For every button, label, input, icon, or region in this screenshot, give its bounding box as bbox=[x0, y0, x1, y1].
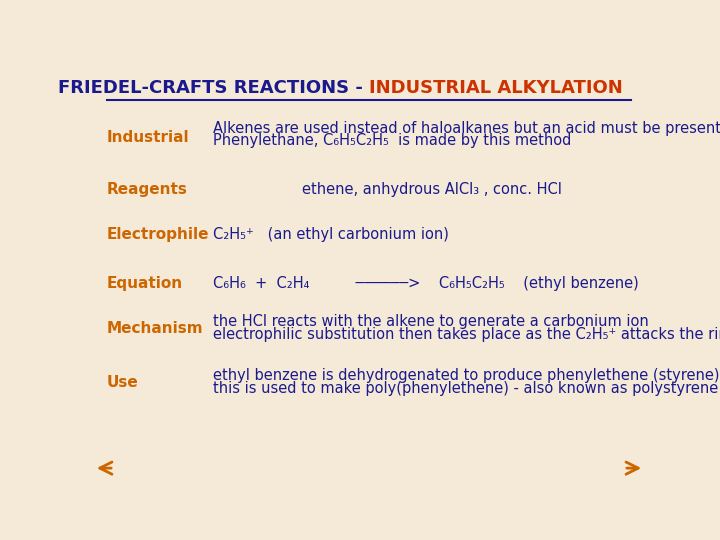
Text: the HCl reacts with the alkene to generate a carbonium ion: the HCl reacts with the alkene to genera… bbox=[213, 314, 649, 329]
Text: Phenylethane, C₆H₅C₂H₅  is made by this method: Phenylethane, C₆H₅C₂H₅ is made by this m… bbox=[213, 133, 571, 148]
Text: ethyl benzene is dehydrogenated to produce phenylethene (styrene);: ethyl benzene is dehydrogenated to produ… bbox=[213, 368, 720, 383]
Text: C₆H₆  +  C₂H₄          ──────>    C₆H₅C₂H₅    (ethyl benzene): C₆H₆ + C₂H₄ ──────> C₆H₅C₂H₅ (ethyl benz… bbox=[213, 276, 639, 292]
Text: ethene, anhydrous AlCl₃ , conc. HCl: ethene, anhydrous AlCl₃ , conc. HCl bbox=[302, 182, 562, 197]
Text: C₂H₅⁺   (an ethyl carbonium ion): C₂H₅⁺ (an ethyl carbonium ion) bbox=[213, 227, 449, 242]
Text: INDUSTRIAL ALKYLATION: INDUSTRIAL ALKYLATION bbox=[369, 79, 623, 97]
Text: Electrophile: Electrophile bbox=[107, 227, 210, 242]
Text: FRIEDEL-CRAFTS REACTIONS -: FRIEDEL-CRAFTS REACTIONS - bbox=[58, 79, 369, 97]
Text: Mechanism: Mechanism bbox=[107, 321, 203, 336]
Text: Alkenes are used instead of haloalkanes but an acid must be present: Alkenes are used instead of haloalkanes … bbox=[213, 120, 720, 136]
Text: Equation: Equation bbox=[107, 276, 183, 292]
Text: electrophilic substitution then takes place as the C₂H₅⁺ attacks the ring: electrophilic substitution then takes pl… bbox=[213, 327, 720, 342]
Text: this is used to make poly(phenylethene) - also known as polystyrene: this is used to make poly(phenylethene) … bbox=[213, 381, 718, 396]
Text: Reagents: Reagents bbox=[107, 182, 188, 197]
Text: Industrial: Industrial bbox=[107, 130, 189, 145]
Text: Use: Use bbox=[107, 375, 138, 390]
